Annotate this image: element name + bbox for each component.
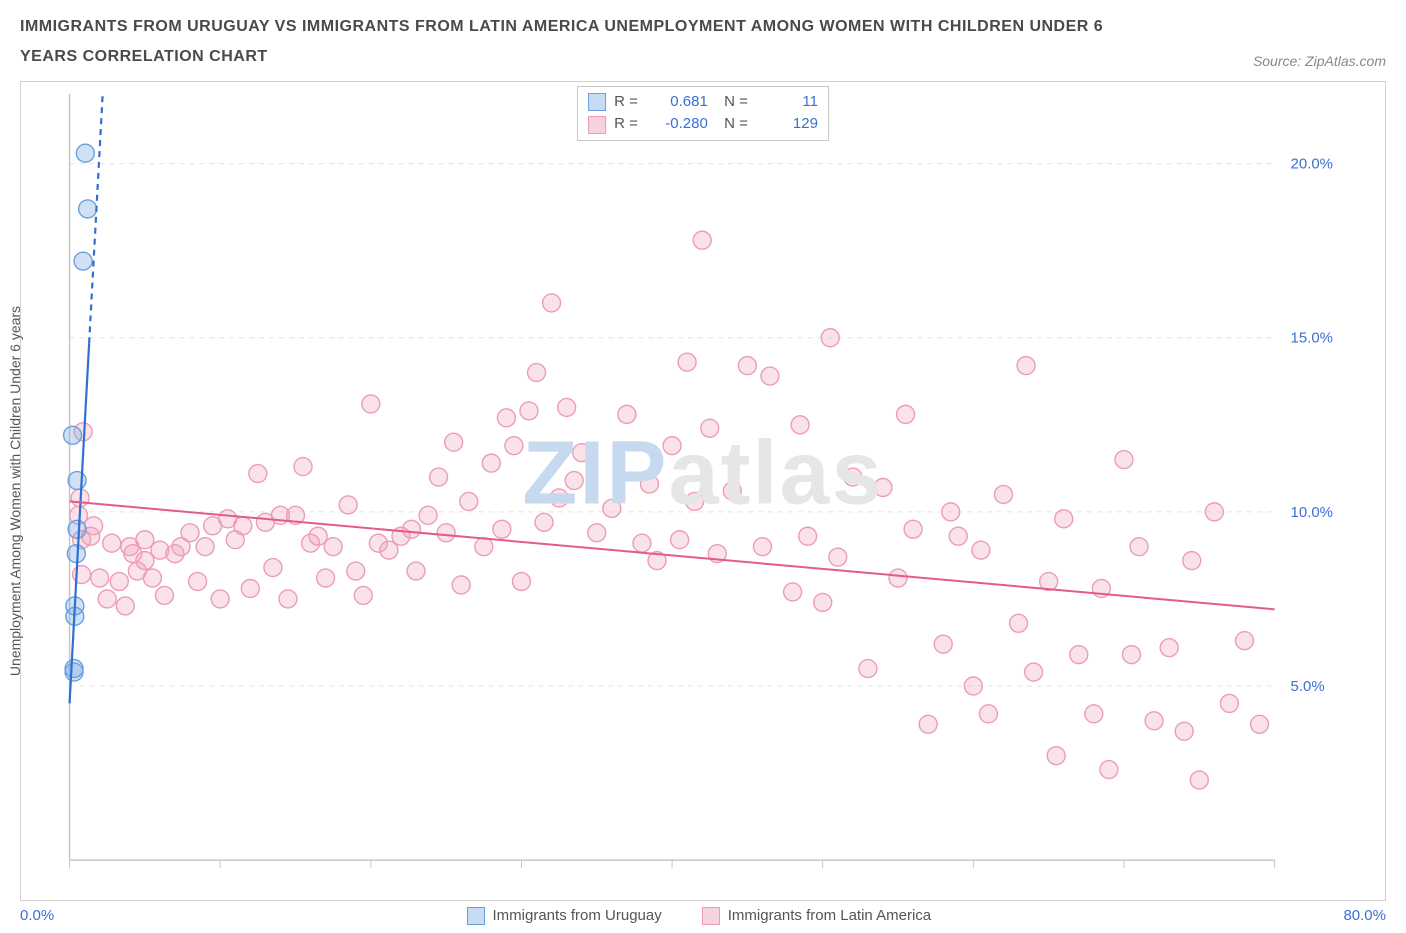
svg-text:20.0%: 20.0% — [1291, 155, 1333, 172]
stat-n-label: N = — [716, 113, 748, 136]
chart-area: Unemployment Among Women with Children U… — [20, 81, 1386, 901]
stat-n-label: N = — [716, 91, 748, 114]
swatch-uruguay-icon — [588, 93, 606, 111]
svg-text:5.0%: 5.0% — [1291, 678, 1325, 695]
stat-r-label: R = — [614, 91, 638, 114]
swatch-latam-icon — [702, 907, 720, 925]
source-label: Source: ZipAtlas.com — [1253, 53, 1386, 73]
swatch-latam-icon — [588, 116, 606, 134]
svg-text:10.0%: 10.0% — [1291, 504, 1333, 521]
scatter-plot: 5.0% 10.0% 15.0% 20.0% — [21, 82, 1385, 900]
stat-n-uruguay: 11 — [756, 91, 818, 114]
stats-row-uruguay: R = 0.681 N = 11 — [588, 91, 818, 114]
stat-r-label: R = — [614, 113, 638, 136]
x-axis-end-label: 80.0% — [1343, 907, 1386, 924]
swatch-uruguay-icon — [467, 907, 485, 925]
stat-n-latam: 129 — [756, 113, 818, 136]
stats-row-latam: R = -0.280 N = 129 — [588, 113, 818, 136]
stats-legend: R = 0.681 N = 11 R = -0.280 N = 129 — [577, 86, 829, 141]
legend-item-latam: Immigrants from Latin America — [702, 907, 931, 925]
stat-r-latam: -0.280 — [646, 113, 708, 136]
bottom-legend: 0.0% Immigrants from Uruguay Immigrants … — [20, 907, 1386, 925]
legend-label-uruguay: Immigrants from Uruguay — [493, 907, 662, 924]
x-axis-start-label: 0.0% — [20, 907, 54, 924]
legend-label-latam: Immigrants from Latin America — [728, 907, 931, 924]
legend-item-uruguay: Immigrants from Uruguay — [467, 907, 662, 925]
svg-text:15.0%: 15.0% — [1291, 330, 1333, 347]
chart-title: IMMIGRANTS FROM URUGUAY VS IMMIGRANTS FR… — [20, 12, 1120, 73]
y-axis-title: Unemployment Among Women with Children U… — [7, 306, 23, 676]
stat-r-uruguay: 0.681 — [646, 91, 708, 114]
